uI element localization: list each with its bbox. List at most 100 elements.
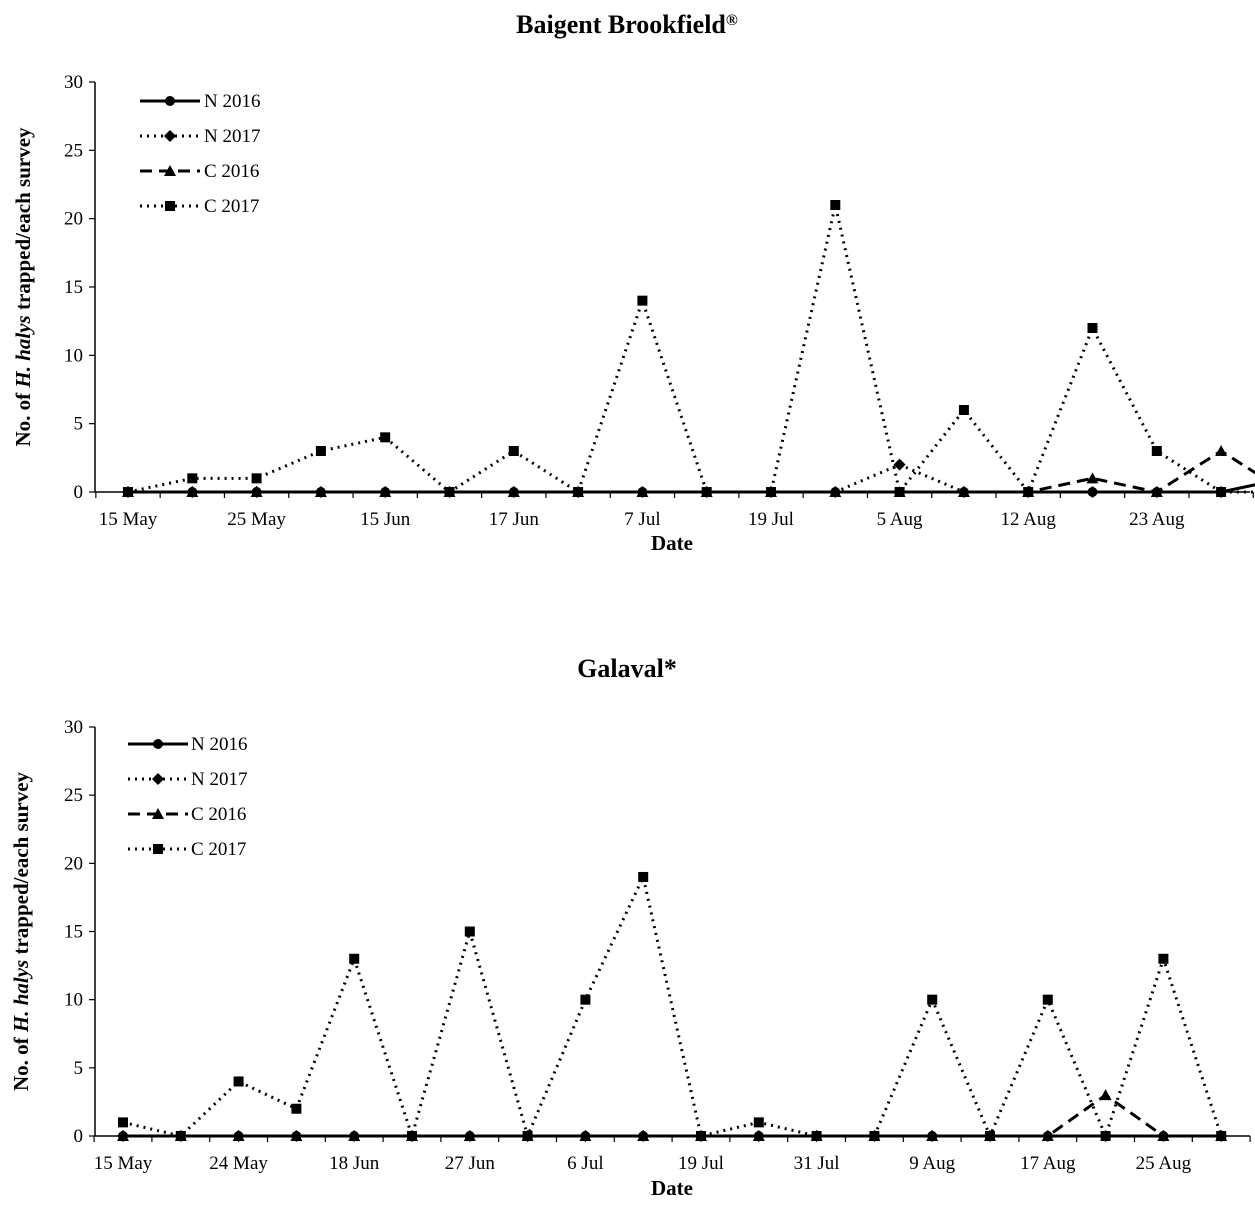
data-point [1158, 1131, 1169, 1141]
data-point [894, 487, 905, 497]
data-point [830, 487, 841, 497]
legend-label: C 2017 [204, 196, 259, 217]
x-tick-label: 17 Aug [1020, 1153, 1076, 1174]
y-tick-label: 10 [64, 990, 83, 1011]
x-tick-label: 19 Jul [678, 1153, 724, 1174]
data-point [985, 1131, 995, 1141]
x-tick-label: 19 Jul [748, 509, 794, 530]
x-tick-label: 23 Aug [1129, 509, 1185, 530]
legend-label: N 2017 [204, 126, 260, 147]
x-axis-label: Date [651, 531, 693, 555]
data-point [958, 405, 969, 415]
data-point [638, 871, 649, 882]
data-point [118, 1117, 128, 1128]
x-tick-label: 17 Jun [489, 509, 540, 530]
data-point [573, 487, 584, 497]
legend-label: N 2016 [204, 91, 260, 112]
chart-title: Baigent Brookfield® [516, 10, 738, 39]
data-point [251, 473, 262, 484]
legend-label: N 2017 [191, 769, 247, 790]
data-point [349, 1131, 360, 1141]
data-point [508, 487, 519, 497]
data-point [233, 1131, 244, 1141]
legend-marker [153, 844, 163, 854]
data-point [123, 487, 133, 497]
legend-marker [164, 130, 176, 142]
series-c-2017 [118, 871, 1227, 1141]
data-point [1086, 472, 1099, 484]
data-point [1087, 323, 1098, 333]
data-point [233, 1076, 244, 1087]
data-point [175, 1131, 186, 1141]
legend-marker [164, 165, 176, 176]
data-point [1099, 1089, 1112, 1101]
x-tick-label: 12 Aug [1000, 509, 1056, 530]
data-point [1042, 1131, 1053, 1141]
y-tick-label: 20 [64, 853, 83, 874]
data-point [1216, 487, 1227, 497]
series-line [122, 875, 1223, 1138]
data-point [380, 432, 391, 443]
data-point [508, 446, 519, 456]
data-point [1023, 487, 1034, 497]
data-point [464, 926, 475, 937]
data-point [701, 487, 712, 497]
x-tick-label: 27 Jun [445, 1153, 496, 1174]
legend: N 2016 N 2017 C 2016 C 2017 [140, 91, 260, 217]
y-tick-label: 20 [64, 209, 83, 230]
series-n-2016 [118, 1131, 1227, 1141]
y-tick-label: 15 [64, 922, 83, 943]
data-point [811, 1131, 822, 1141]
legend-marker [165, 201, 175, 211]
data-point [118, 1131, 128, 1141]
data-point [893, 458, 906, 471]
x-tick-label: 18 Jun [329, 1153, 380, 1174]
x-tick-label: 6 Jul [567, 1153, 603, 1174]
data-point [444, 487, 455, 497]
data-point [637, 295, 648, 306]
data-point [315, 487, 326, 497]
data-point [696, 1131, 706, 1141]
data-point [1151, 487, 1162, 497]
data-point [1151, 446, 1162, 456]
x-tick-label: 25 Aug [1136, 1153, 1192, 1174]
data-point [830, 200, 841, 210]
data-point [766, 487, 776, 497]
data-point [291, 1103, 302, 1114]
data-point [580, 994, 591, 1005]
y-tick-label: 5 [74, 414, 84, 435]
data-point [753, 1117, 764, 1128]
data-point [187, 473, 198, 484]
y-tick-label: 30 [64, 72, 83, 93]
data-point [1158, 953, 1169, 964]
legend-marker [152, 773, 164, 785]
x-tick-label: 5 Aug [877, 509, 923, 530]
x-tick-label: 15 May [99, 509, 158, 530]
data-point [869, 1131, 880, 1141]
series-c-2016 [122, 445, 1255, 497]
series-line [128, 483, 1255, 494]
data-point [753, 1131, 764, 1141]
legend-marker [153, 739, 163, 749]
legend-marker [165, 96, 175, 106]
y-tick-label: 0 [74, 1126, 84, 1147]
data-point [927, 1131, 938, 1141]
series-n-2016 [123, 483, 1255, 497]
y-axis-label: No. of H. halys trapped/each survey [11, 127, 35, 447]
series-line [128, 449, 1255, 494]
legend-label: N 2016 [191, 734, 247, 755]
y-tick-label: 25 [64, 140, 83, 161]
y-tick-label: 30 [64, 717, 83, 738]
data-point [637, 487, 648, 497]
data-point [187, 487, 198, 497]
data-point [380, 487, 391, 497]
y-tick-label: 5 [74, 1058, 84, 1079]
chart-1: Baigent Brookfield® 0 5 10 15 20 25 30 15 May 25 … [11, 10, 1255, 555]
data-point [407, 1131, 417, 1141]
y-axis-label: No. of H. halys trapped/each survey [9, 771, 33, 1091]
data-point [464, 1131, 475, 1141]
x-tick-label: 31 Jul [794, 1153, 840, 1174]
x-tick-label: 25 May [227, 509, 286, 530]
data-point [958, 487, 969, 497]
